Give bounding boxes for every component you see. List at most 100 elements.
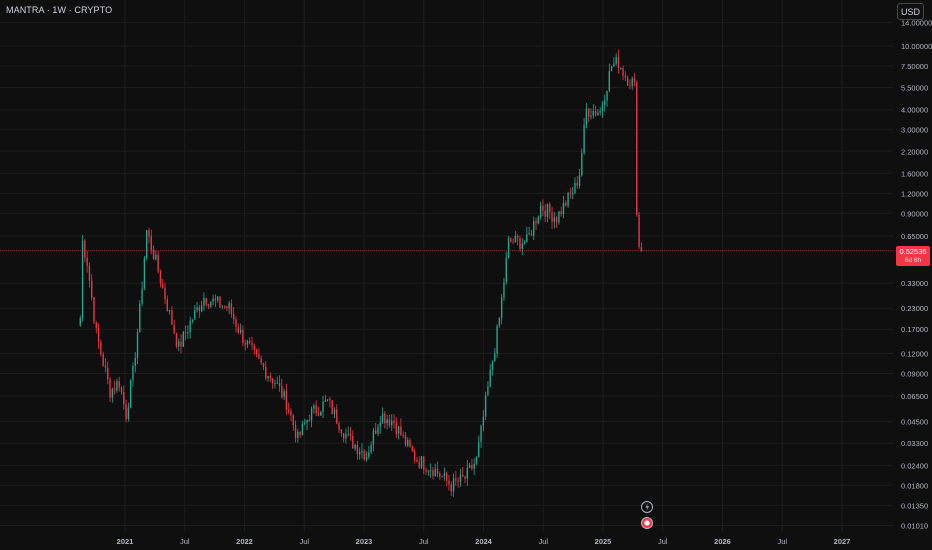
candle-body (517, 235, 519, 239)
candle-body (393, 420, 395, 423)
candle-body (342, 433, 345, 439)
candle-body (471, 465, 473, 469)
candle-body (638, 214, 640, 248)
candle-body (86, 257, 88, 266)
price-tick-label: 0.03300 (901, 439, 928, 448)
candle-body (574, 182, 576, 194)
candle-body (620, 67, 622, 69)
candle-body (434, 468, 436, 476)
candle-body (420, 456, 423, 468)
candle-body (242, 329, 244, 344)
candle-body (168, 309, 171, 312)
price-axis[interactable]: 14.00000 10.00000 7.50000 5.50000 4.00000 3.0… (901, 19, 932, 531)
candle-body (262, 362, 265, 367)
price-tick-label: 1.60000 (901, 169, 928, 178)
candle-body (267, 376, 269, 379)
candle-body (397, 426, 400, 434)
candle-body (315, 405, 317, 414)
candle-body (141, 288, 143, 304)
candle-body (111, 388, 114, 398)
candle-body (500, 297, 503, 318)
time-axis[interactable]: 2021 Jul 2022 Jul 2023 Jul 2024 Jul 2025 Jul 2026 J… (117, 537, 851, 546)
candle-body (585, 108, 588, 125)
candle-body (129, 380, 132, 408)
candle-body (361, 450, 363, 453)
candle-body (416, 459, 418, 462)
event-markers[interactable] (641, 501, 653, 529)
price-tick-label: 7.50000 (901, 62, 928, 71)
candle-body (592, 110, 594, 116)
price-tick-label: 0.01350 (901, 501, 928, 510)
candle-body (590, 115, 592, 117)
candle-body (221, 306, 223, 308)
candle-body (308, 419, 310, 421)
price-tick-label: 4.00000 (901, 106, 928, 115)
time-tick-label: 2026 (714, 537, 731, 546)
candle-body (368, 452, 370, 457)
candle-body (84, 240, 86, 258)
candle-body (198, 307, 201, 312)
candle-body (494, 353, 496, 362)
candle-body (521, 243, 523, 249)
candle-body (294, 424, 297, 439)
candle-body (278, 382, 281, 387)
time-tick-label: 2027 (834, 537, 851, 546)
candle-body (226, 306, 228, 309)
candle-body (613, 63, 615, 67)
candle-body (219, 296, 221, 308)
candle-body (452, 478, 455, 492)
candle-body (322, 401, 324, 412)
candle-body (159, 271, 162, 284)
candle-body (336, 409, 338, 424)
candle-body (113, 388, 116, 391)
candle-body (617, 57, 620, 69)
candle-body (404, 435, 407, 446)
time-tick-label: 2024 (475, 537, 493, 546)
candle-body (196, 307, 198, 310)
candle-body (427, 470, 430, 472)
bar-countdown: 6d 6h (904, 257, 922, 264)
candle-body (297, 431, 299, 439)
candle-body (189, 321, 191, 332)
candle-body (310, 408, 313, 421)
candle-body (560, 211, 562, 215)
candle-body (633, 78, 636, 83)
candle-body (370, 444, 372, 453)
candle-body (139, 303, 141, 333)
candle-body (260, 358, 262, 363)
candle-body (588, 108, 590, 117)
time-tick-label: 2021 (117, 537, 134, 546)
candle-body (377, 426, 379, 434)
candle-body (333, 409, 336, 415)
candle-body (539, 205, 542, 217)
candle-body (290, 411, 292, 416)
currency-button[interactable]: USD (897, 3, 924, 20)
candle-body (496, 325, 498, 354)
candle-body (606, 90, 608, 101)
price-tick-label: 0.65000 (901, 232, 928, 241)
candle-body (436, 468, 439, 474)
candle-body (152, 249, 155, 260)
candle-body (594, 110, 597, 115)
candle-body (610, 66, 613, 72)
candle-body (439, 473, 441, 477)
candle-body (581, 152, 583, 176)
candle-body (123, 392, 125, 405)
candle-body (363, 450, 365, 460)
candle-body (88, 265, 91, 281)
candle-body (549, 204, 551, 213)
candle-body (567, 192, 569, 206)
candle-body (304, 422, 306, 424)
candle-body (313, 405, 315, 409)
price-tick-label: 5.50000 (901, 84, 928, 93)
candle-body (512, 241, 514, 243)
candle-body (320, 411, 322, 416)
candle-body (134, 358, 136, 366)
candle-body (457, 480, 459, 482)
candle-body (604, 100, 606, 105)
candle-body (100, 341, 102, 355)
candle-body (207, 304, 210, 307)
candle-body (555, 217, 558, 223)
